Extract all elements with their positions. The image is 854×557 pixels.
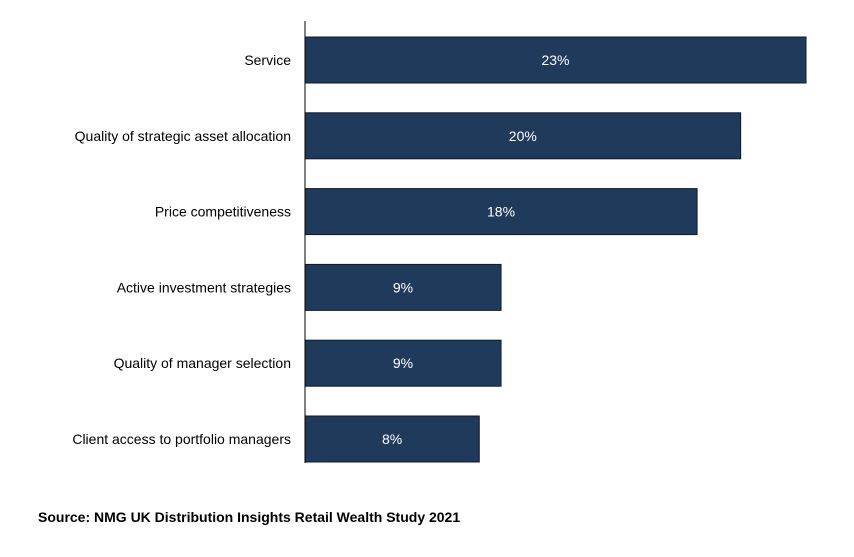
bars-layer [304, 36, 807, 463]
bar-1 [304, 36, 807, 84]
data-label-4: 9% [393, 279, 413, 295]
category-label-5: Quality of manager selection [114, 355, 291, 371]
category-label-3: Price competitiveness [155, 204, 291, 220]
bar-4 [304, 263, 502, 311]
category-label-6: Client access to portfolio managers [72, 431, 291, 447]
category-label-4: Active investment strategies [117, 279, 291, 295]
bar-chart: 23% Service 20% Quality of strategic asset … [72, 21, 807, 463]
category-label-2: Quality of strategic asset allocation [75, 128, 291, 144]
data-label-6: 8% [382, 431, 402, 447]
data-label-5: 9% [393, 355, 413, 371]
data-label-2: 20% [509, 128, 537, 144]
labels-layer: 23% Service 20% Quality of strategic asset … [72, 52, 569, 447]
data-label-3: 18% [487, 204, 515, 220]
bar-2 [304, 112, 742, 160]
category-label-1: Service [244, 52, 291, 68]
bar-5 [304, 339, 502, 387]
source-note: Source: NMG UK Distribution Insights Ret… [38, 509, 461, 525]
bar-6 [304, 415, 480, 463]
bar-3 [304, 188, 698, 236]
data-label-1: 23% [541, 52, 569, 68]
